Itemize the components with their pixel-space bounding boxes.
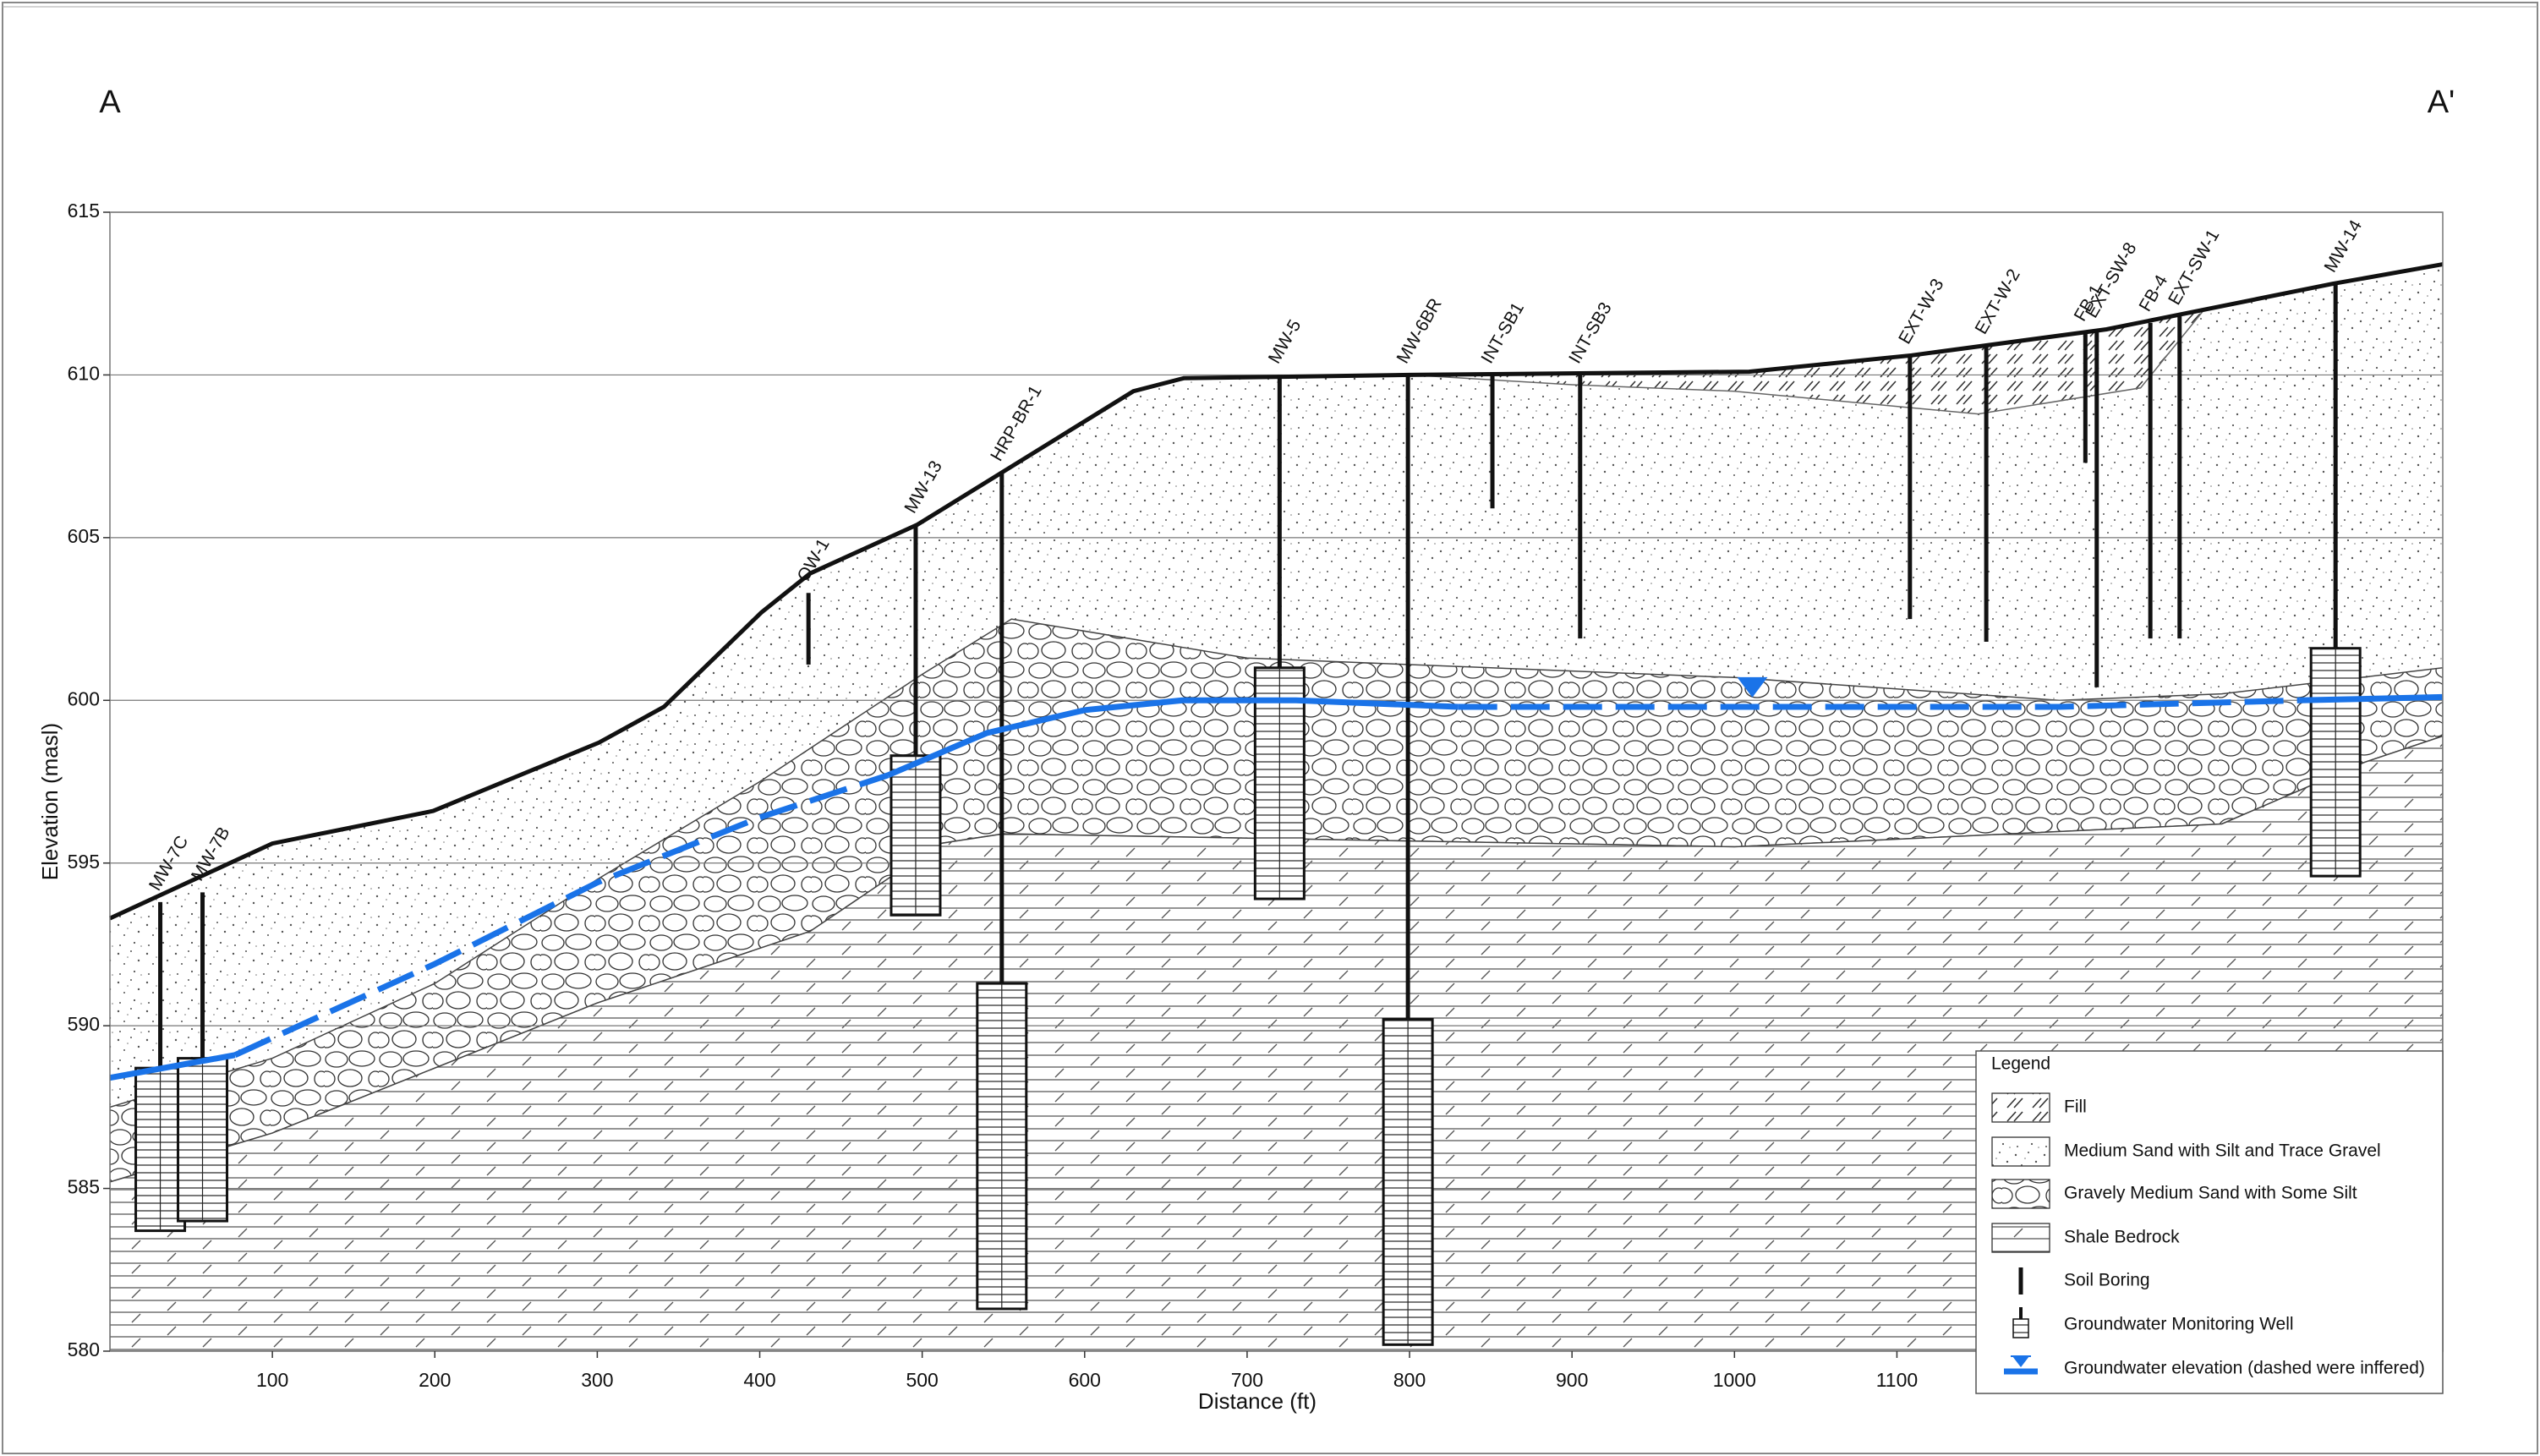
- x-tick-label: 200: [419, 1369, 451, 1391]
- x-tick-label: 1100: [1876, 1369, 1918, 1391]
- y-axis-label: Elevation (masl): [37, 723, 63, 880]
- x-tick-label: 1000: [1713, 1369, 1756, 1391]
- x-tick-label: 900: [1556, 1369, 1588, 1391]
- section-end: A': [2428, 85, 2455, 120]
- x-axis-label: Distance (ft): [1198, 1388, 1317, 1414]
- x-tick-label: 500: [906, 1369, 938, 1391]
- legend-item: Groundwater elevation (dashed were inffe…: [2064, 1359, 2425, 1378]
- legend-item: Soil Boring: [2064, 1271, 2150, 1290]
- x-tick-label: 100: [256, 1369, 288, 1391]
- cross-section: A A' MW-7CMW-7BOW-1MW-13HRP-BR-1MW-5MW-6…: [0, 0, 2540, 1456]
- legend-title: Legend: [1991, 1054, 2050, 1074]
- legend: Legend Fill Medium Sand with Silt and Tr…: [1976, 1051, 2443, 1393]
- legend-swatch: [1992, 1180, 2050, 1208]
- x-tick-label: 600: [1069, 1369, 1101, 1391]
- y-tick-label: 615: [68, 200, 100, 222]
- legend-swatch: [1992, 1093, 2050, 1122]
- legend-swatch: [1992, 1137, 2050, 1166]
- legend-well-symbol: [2013, 1319, 2028, 1338]
- y-tick-label: 605: [68, 525, 100, 547]
- y-tick-label: 610: [68, 363, 100, 385]
- section-start: A: [99, 85, 121, 120]
- y-tick-label: 585: [68, 1176, 100, 1198]
- legend-item: Fill: [2064, 1097, 2087, 1117]
- x-tick-label: 400: [743, 1369, 775, 1391]
- y-tick-label: 590: [68, 1013, 100, 1035]
- page: A A' MW-7CMW-7BOW-1MW-13HRP-BR-1MW-5MW-6…: [0, 0, 2540, 1456]
- x-tick-label: 300: [581, 1369, 613, 1391]
- legend-item: Shale Bedrock: [2064, 1228, 2180, 1247]
- legend-item: Medium Sand with Silt and Trace Gravel: [2064, 1141, 2381, 1161]
- x-tick-label: 800: [1393, 1369, 1426, 1391]
- legend-item: Groundwater Monitoring Well: [2064, 1315, 2294, 1334]
- legend-item: Gravely Medium Sand with Some Silt: [2064, 1184, 2357, 1203]
- legend-swatch: [1992, 1223, 2050, 1252]
- groundwater-line: [2300, 697, 2443, 700]
- y-tick-label: 600: [68, 687, 100, 709]
- y-tick-label: 580: [68, 1338, 100, 1360]
- y-tick-label: 595: [68, 851, 100, 873]
